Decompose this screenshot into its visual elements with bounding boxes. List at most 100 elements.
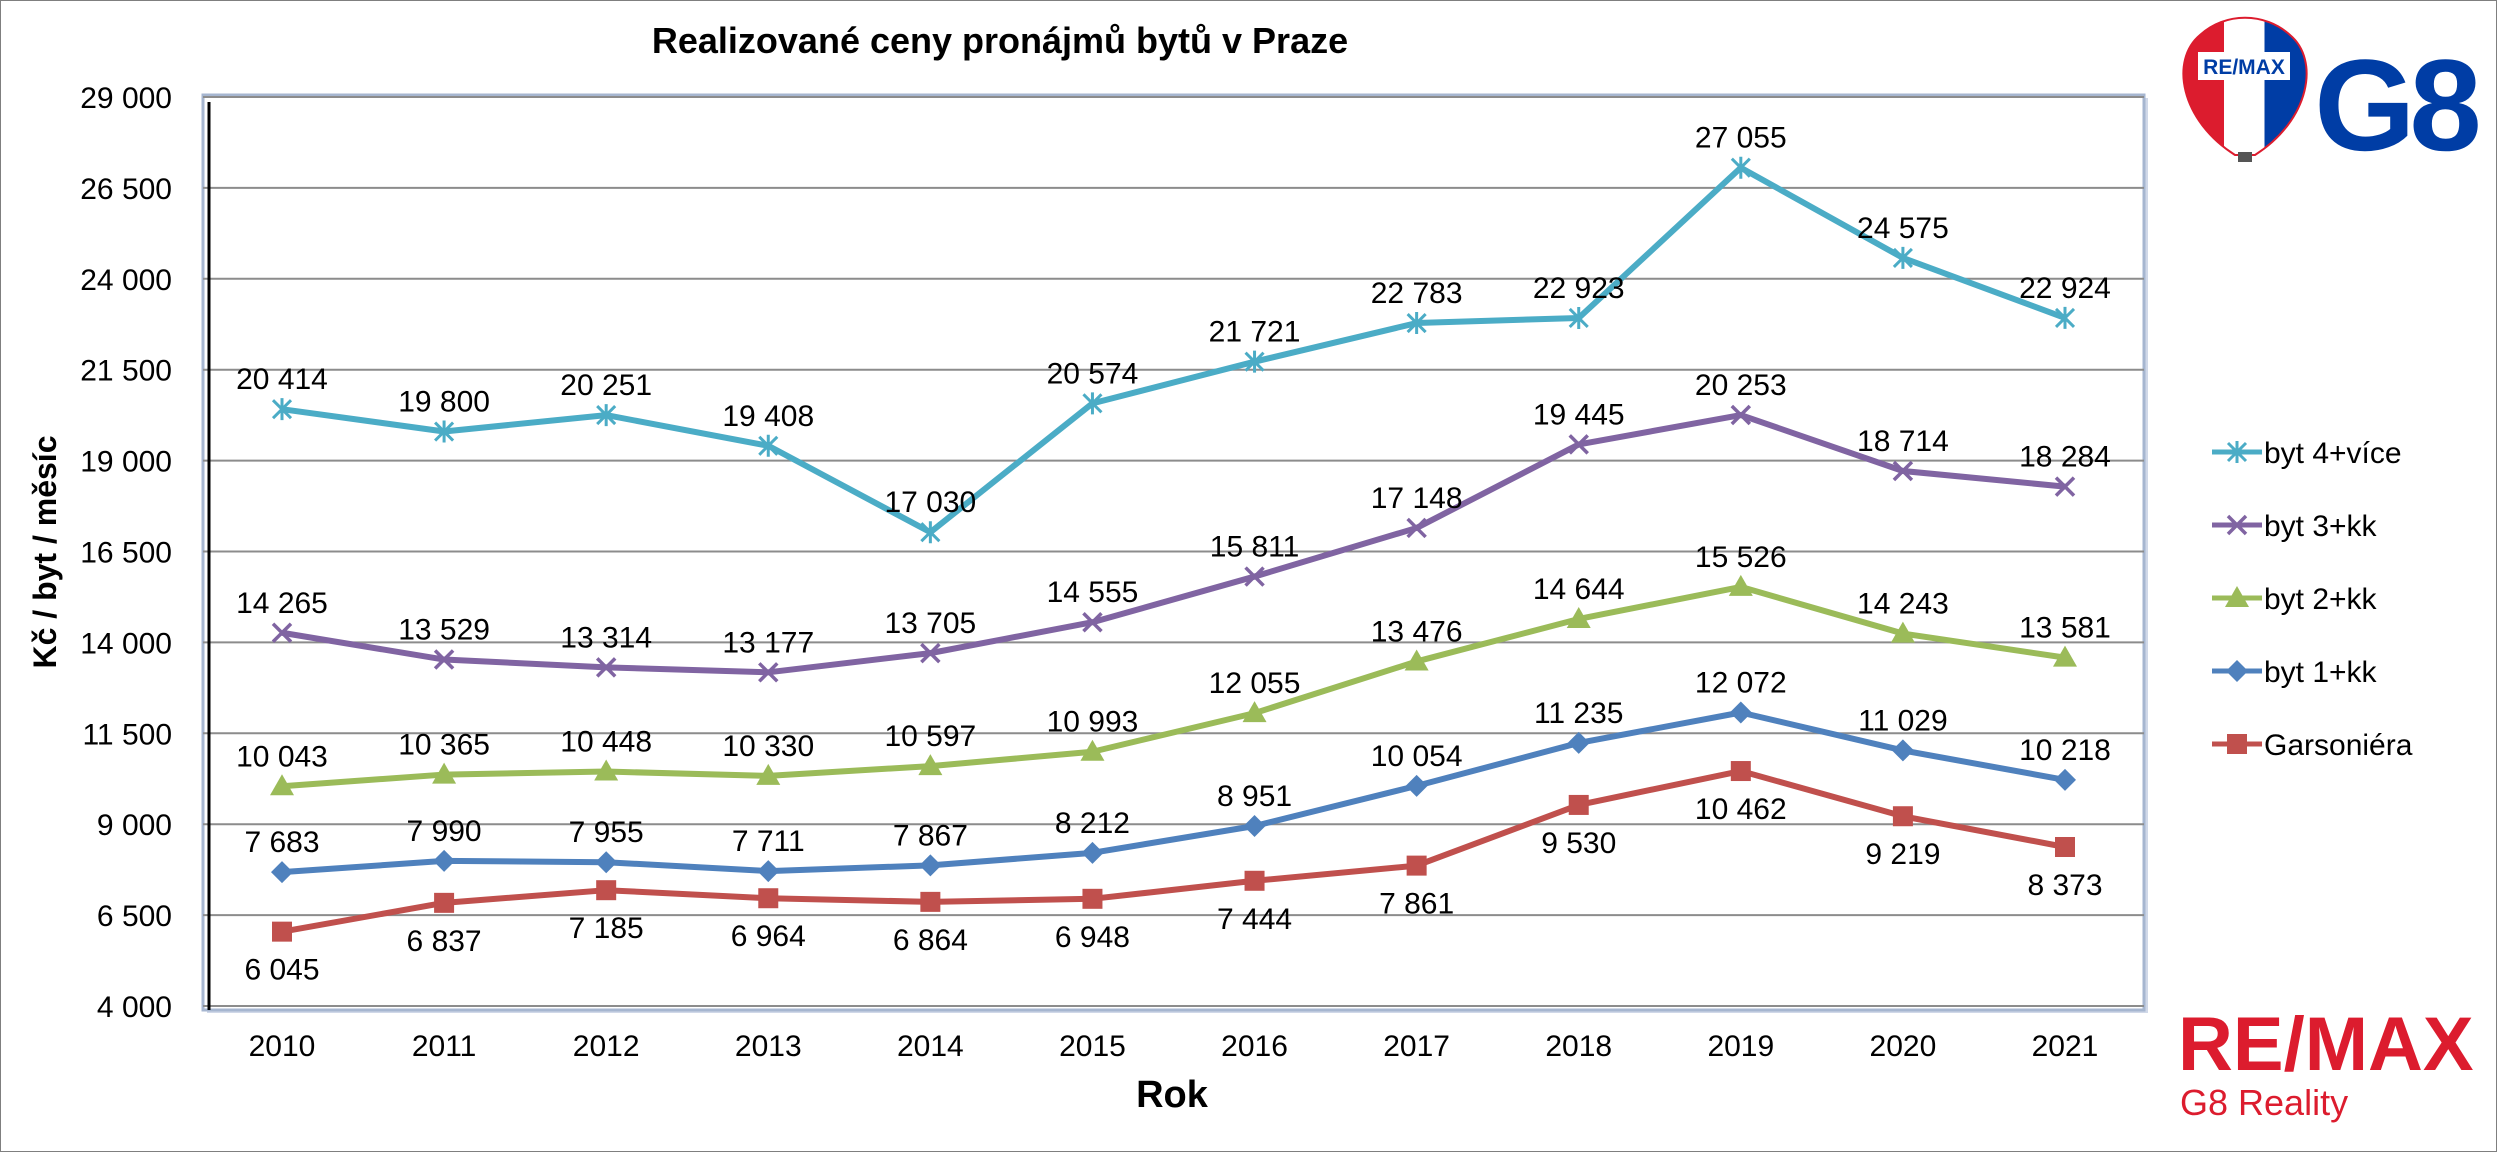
marker-triangle [1242, 701, 1267, 723]
marker-square [2227, 734, 2247, 754]
data-label: 9 219 [1865, 838, 1940, 871]
marker-triangle [432, 762, 457, 784]
data-label: 6 864 [893, 924, 968, 957]
data-label: 20 574 [1047, 357, 1139, 390]
marker-square [758, 888, 779, 909]
marker-x [1082, 611, 1103, 633]
x-tick-label: 2020 [1870, 1030, 1937, 1063]
series-line [281, 164, 2067, 536]
marker-asterisk [1568, 306, 1589, 329]
marker-square [596, 880, 617, 901]
marker-asterisk [1892, 246, 1913, 269]
marker-x [1244, 566, 1265, 587]
data-label: 12 072 [1695, 667, 1787, 700]
marker-diamond [1729, 701, 1752, 724]
data-label: 7 990 [407, 815, 482, 848]
y-tick-label: 21 500 [80, 355, 172, 388]
y-tick-label: 16 500 [80, 537, 172, 570]
marker-square [434, 892, 455, 913]
x-tick-label: 2019 [1707, 1030, 1774, 1063]
marker-diamond [1081, 841, 1104, 864]
marker-asterisk [1406, 312, 1427, 335]
marker-triangle [2053, 645, 2077, 667]
y-tick-label: 29 000 [80, 82, 172, 115]
marker-diamond [2226, 660, 2248, 682]
data-label: 7 867 [893, 819, 968, 852]
legend-label: byt 4+více [2264, 437, 2402, 470]
marker-triangle [1728, 574, 1753, 596]
marker-square [1082, 888, 1103, 909]
data-label: 20 253 [1695, 369, 1787, 402]
data-label: 19 445 [1533, 398, 1625, 431]
y-tick-label: 19 000 [80, 446, 172, 479]
marker-square [2055, 836, 2075, 857]
marker-triangle [594, 759, 619, 781]
marker-triangle [918, 754, 943, 776]
marker-triangle [2225, 586, 2249, 607]
y-axis-title: Kč / byt / měsíc [27, 436, 63, 669]
marker-diamond [271, 861, 293, 884]
x-tick-label: 2018 [1545, 1030, 1612, 1063]
marker-diamond [757, 860, 780, 883]
marker-diamond [1243, 814, 1266, 837]
marker-asterisk [1082, 392, 1103, 415]
data-label: 18 714 [1857, 425, 1949, 458]
data-label: 10 365 [398, 729, 490, 762]
data-label: 14 265 [236, 587, 328, 620]
series-layer [270, 156, 2077, 942]
marker-diamond [595, 851, 618, 874]
data-label: 6 837 [407, 925, 482, 958]
data-label: 10 448 [560, 726, 652, 759]
data-label: 8 951 [1217, 780, 1292, 813]
series-line [281, 583, 2066, 790]
data-label: 8 373 [2027, 869, 2102, 902]
marker-square [272, 921, 292, 942]
legend-label: byt 2+kk [2264, 583, 2378, 616]
x-tick-label: 2015 [1059, 1030, 1126, 1063]
marker-triangle [1080, 739, 1105, 761]
data-label: 8 212 [1055, 807, 1130, 840]
marker-asterisk [758, 434, 779, 457]
data-label: 7 185 [569, 912, 644, 945]
legend-label: byt 1+kk [2264, 656, 2378, 689]
data-label: 14 555 [1047, 576, 1139, 609]
marker-diamond [1891, 739, 1914, 762]
data-label: 13 476 [1371, 615, 1463, 648]
data-label: 17 030 [884, 486, 976, 519]
x-tick-label: 2021 [2032, 1030, 2099, 1063]
marker-x [271, 622, 293, 644]
y-tick-label: 4 000 [97, 991, 172, 1024]
y-tick-label: 9 000 [97, 809, 172, 842]
data-label: 22 923 [1533, 272, 1625, 305]
legend-label: Garsoniéra [2264, 729, 2413, 762]
data-label: 13 581 [2019, 612, 2111, 645]
gridlines [203, 96, 2144, 1010]
data-label: 13 177 [722, 626, 814, 659]
data-label: 19 800 [398, 386, 490, 419]
data-label: 7 683 [244, 826, 319, 859]
data-label: 10 462 [1695, 793, 1787, 826]
chart-title: Realizované ceny pronájmů bytů v Praze [652, 20, 1348, 61]
series-line [281, 768, 2066, 935]
marker-diamond [433, 849, 456, 872]
data-label: 10 054 [1371, 740, 1463, 773]
data-label: 20 414 [236, 363, 328, 396]
data-label: 7 955 [569, 816, 644, 849]
data-label: 20 251 [560, 369, 652, 402]
marker-diamond [919, 854, 942, 877]
data-label: 22 924 [2019, 272, 2111, 305]
data-label: 10 597 [884, 720, 976, 753]
marker-x [433, 649, 455, 670]
x-tick-label: 2016 [1221, 1030, 1288, 1063]
x-axis-title: Rok [1136, 1074, 1209, 1116]
marker-square [920, 891, 941, 912]
data-labels: 20 414 19 800 20 251 19 408 17 030 20 574 21 7… [236, 122, 2111, 987]
data-label: 7 711 [732, 825, 805, 858]
legend-label: byt 3+kk [2264, 510, 2378, 543]
marker-x [2226, 514, 2248, 536]
data-label: 9 530 [1541, 827, 1616, 860]
data-label: 21 721 [1209, 316, 1301, 349]
marker-x [2054, 476, 2076, 497]
x-tick-label: 2017 [1383, 1030, 1450, 1063]
